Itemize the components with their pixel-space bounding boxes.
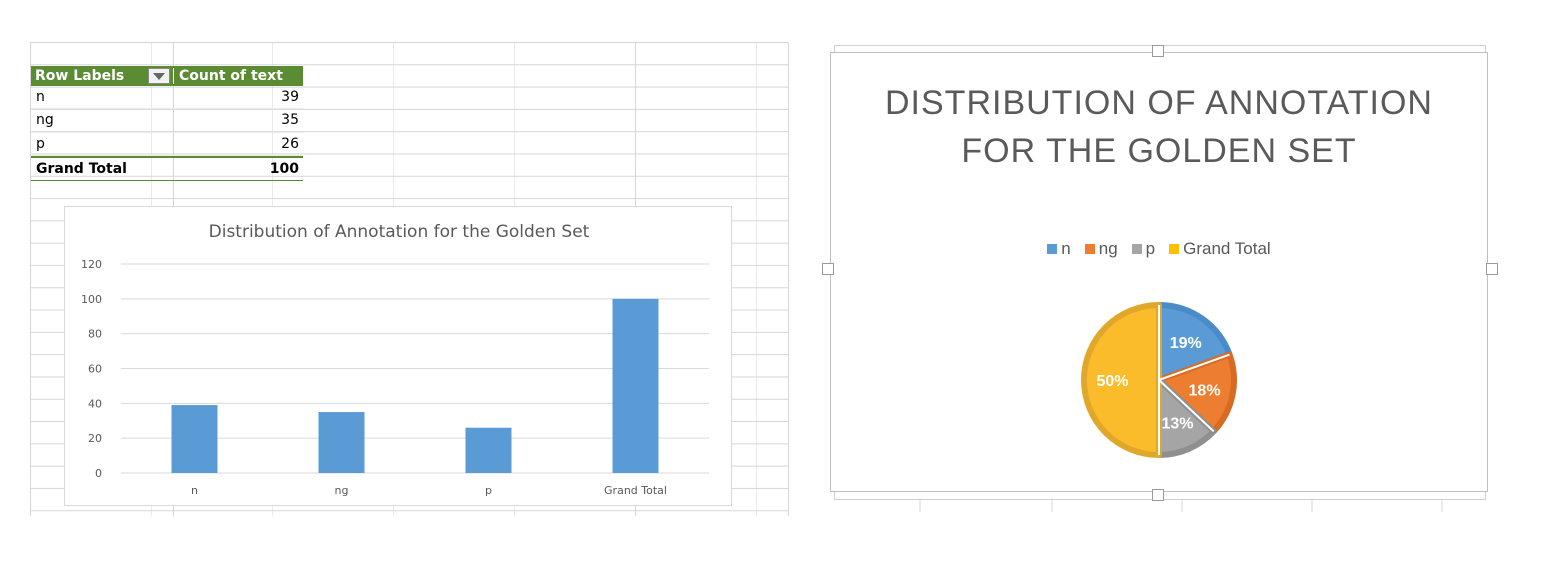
pivot-row-label: ng [36, 112, 54, 129]
resize-handle-left[interactable] [822, 263, 834, 275]
pivot-row-label: p [36, 135, 45, 152]
slice-separator [1158, 379, 1215, 433]
legend-label: n [1061, 239, 1071, 258]
pivot-row-value: 35 [281, 112, 299, 129]
resize-handle-bottom[interactable] [1152, 489, 1164, 501]
x-tick-label: Grand Total [604, 484, 667, 497]
resize-handle-top[interactable] [1152, 45, 1164, 57]
resize-handle-right[interactable] [1486, 263, 1498, 275]
pie-slice-n[interactable] [1156, 302, 1233, 383]
legend-item-ng[interactable]: ng [1084, 239, 1118, 259]
bar-p[interactable] [465, 427, 512, 473]
x-tick-label: n [191, 484, 198, 497]
pie-slice-grand-total[interactable] [1081, 302, 1162, 458]
pivot-row-value: 26 [281, 135, 299, 152]
pie-title-line-2: FOR THE GOLDEN SET [961, 132, 1357, 170]
pie-chart[interactable]: DISTRIBUTION OF ANNOTATION FOR THE GOLDE… [830, 52, 1488, 492]
grand-total-value: 100 [269, 161, 299, 178]
legend-label: p [1145, 239, 1156, 258]
pivot-table[interactable]: Row Labels Count of text n 39 ng 35 p 26… [31, 66, 303, 182]
sheet-gridline-ticks [919, 500, 1443, 512]
dropdown-arrow-icon[interactable] [148, 68, 170, 84]
pie-title-line-1: DISTRIBUTION OF ANNOTATION [885, 84, 1433, 122]
row-labels-header-text: Row Labels [35, 68, 125, 84]
y-tick-label: 0 [95, 467, 102, 480]
bar-grand-total[interactable] [612, 298, 659, 473]
grand-total-label: Grand Total [36, 161, 127, 178]
pie-chart-svg: 19% 18% 13% 50% [1081, 302, 1237, 458]
pivot-row-value: 39 [281, 89, 299, 106]
y-tick-label: 20 [88, 432, 102, 445]
slice-separator [1158, 353, 1230, 381]
x-tick-label: ng [335, 484, 349, 497]
pivot-row[interactable]: p 26 [31, 133, 303, 156]
y-tick-label: 100 [81, 293, 102, 306]
y-tick-label: 80 [88, 328, 102, 341]
pie-data-label: 18% [1189, 382, 1221, 399]
bar-ng[interactable] [318, 412, 365, 473]
bar-chart-title: Distribution of Annotation for the Golde… [209, 222, 590, 242]
x-tick-label: p [485, 484, 492, 497]
count-header: Count of text [179, 68, 283, 84]
legend-item-n[interactable]: n [1047, 239, 1071, 259]
bar-chart-svg: Distribution of Annotation for the Golde… [81, 222, 709, 497]
legend-swatch [1169, 244, 1180, 254]
bar-n[interactable] [171, 405, 218, 473]
pivot-row[interactable]: ng 35 [31, 109, 303, 133]
legend-label: Grand Total [1183, 239, 1271, 258]
pie-data-label: 19% [1170, 335, 1202, 352]
pivot-grand-total-row[interactable]: Grand Total 100 [31, 155, 303, 182]
y-tick-label: 60 [88, 363, 102, 376]
legend-swatch [1084, 244, 1095, 254]
pivot-header-row: Row Labels Count of text [31, 66, 303, 86]
y-tick-label: 40 [88, 397, 102, 410]
bar-chart[interactable]: Distribution of Annotation for the Golde… [64, 206, 732, 506]
legend-item-grand-total[interactable]: Grand Total [1169, 239, 1271, 259]
y-tick-label: 120 [81, 258, 102, 271]
pie-legend[interactable]: n ng p Grand Total [831, 239, 1487, 259]
pivot-row[interactable]: n 39 [31, 86, 303, 110]
legend-item-p[interactable]: p [1131, 239, 1156, 259]
legend-swatch [1131, 244, 1142, 254]
pie-chart-title: DISTRIBUTION OF ANNOTATION FOR THE GOLDE… [831, 79, 1487, 175]
pie-data-label: 13% [1161, 416, 1193, 433]
legend-swatch [1047, 244, 1058, 254]
row-labels-header[interactable]: Row Labels [31, 68, 174, 84]
pie-data-label: 50% [1096, 373, 1128, 390]
pivot-row-label: n [36, 89, 45, 106]
legend-label: ng [1098, 239, 1118, 258]
